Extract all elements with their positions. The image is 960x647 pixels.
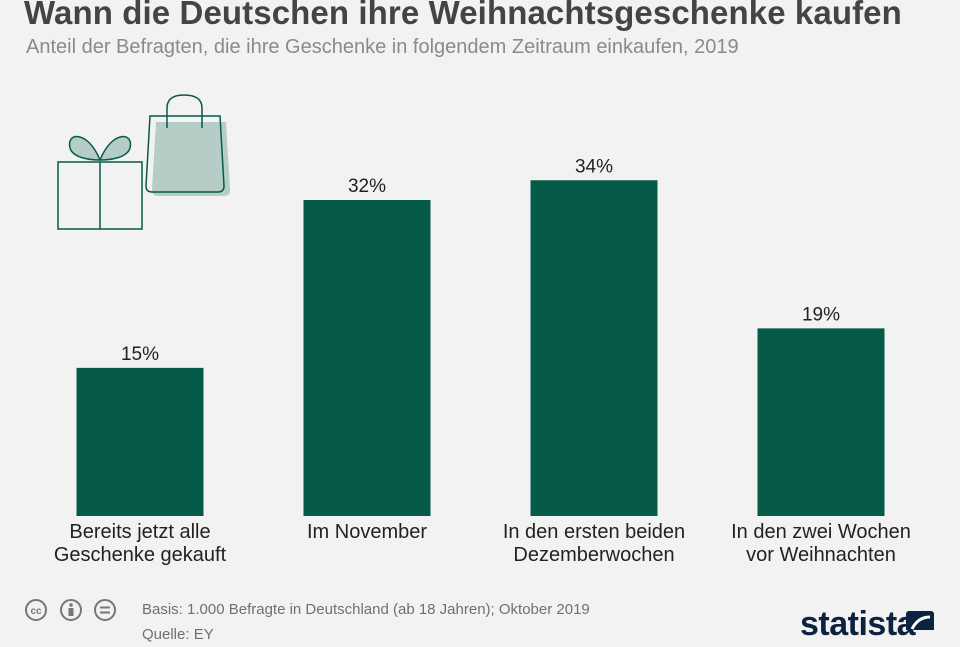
statista-logo-mark-icon	[906, 611, 934, 630]
value-labels: 15% 32% 34% 19%	[121, 156, 840, 365]
footer-source: Quelle: EY	[142, 626, 214, 643]
footer-notes: Basis: 1.000 Befragte in Deutschland (ab…	[142, 597, 590, 647]
bar-4	[757, 328, 885, 516]
chart-title: Wann die Deutschen ihre Weihnachtsgesche…	[24, 0, 902, 31]
chart-subtitle: Anteil der Befragten, die ihre Geschenke…	[26, 36, 739, 58]
gift-icon	[57, 135, 143, 230]
gift-bow-left	[68, 135, 102, 161]
category-label-2: Im November	[306, 521, 428, 543]
chart-area: 15% 32% 34% 19%	[57, 94, 885, 516]
bar-1	[76, 367, 204, 516]
value-label-4: 19%	[802, 304, 840, 325]
bag-outline	[145, 115, 225, 193]
value-label-2: 32%	[348, 176, 386, 197]
shopping-bag-icon	[145, 94, 230, 196]
bar-3	[530, 180, 658, 516]
bars	[76, 180, 885, 516]
cc-icon: cc	[25, 599, 47, 621]
category-label-1: Bereits jetzt alle Geschenke gekauft	[53, 521, 227, 566]
value-label-1: 15%	[121, 344, 159, 365]
statista-logo[interactable]: statista	[800, 605, 916, 643]
no-derivatives-icon	[94, 599, 116, 621]
bag-shadow	[152, 122, 230, 196]
value-label-3: 34%	[575, 156, 613, 177]
category-label-4: In den zwei Wochen vor Weihnachten	[731, 521, 911, 566]
bar-2	[303, 200, 431, 516]
attribution-icon	[60, 599, 82, 621]
bag-handle	[166, 94, 203, 128]
footer-basis: Basis: 1.000 Befragte in Deutschland (ab…	[142, 601, 590, 618]
category-label-3: In den ersten beiden Dezemberwochen	[502, 521, 686, 566]
license-icons: cc	[25, 599, 116, 621]
gift-bow-right	[98, 135, 132, 161]
svg-text:cc: cc	[30, 606, 42, 617]
